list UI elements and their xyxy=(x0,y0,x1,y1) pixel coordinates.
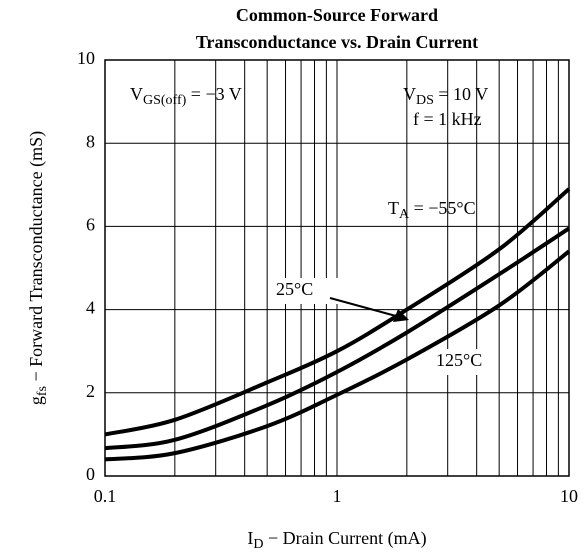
annotation: VGS(off) = −3 V xyxy=(130,84,242,108)
x-axis-label-rest: − Drain Current (mA) xyxy=(264,528,427,549)
chart-title: Transconductance vs. Drain Current xyxy=(196,32,478,52)
y-tick-label: 8 xyxy=(86,131,95,151)
annotation-rest: = −3 V xyxy=(186,84,241,104)
y-axis-label-rest: − Forward Transconductance (mS) xyxy=(26,131,47,386)
chart-title: Common-Source Forward xyxy=(236,5,438,25)
label-backing xyxy=(432,349,498,375)
x-tick-label: 0.1 xyxy=(94,486,117,506)
x-tick-label: 10 xyxy=(560,486,578,506)
annotation-rest: = 10 V xyxy=(434,84,488,104)
annotation-main: V xyxy=(130,84,143,104)
y-tick-label: 0 xyxy=(86,464,95,484)
series-label-sub: A xyxy=(399,207,410,222)
x-axis-label: ID − Drain Current (mA) xyxy=(247,528,426,552)
annotation: f = 1 kHz xyxy=(413,109,482,129)
series-label: TA = −55°C xyxy=(388,198,476,222)
curve xyxy=(104,249,571,462)
annotation-main: f = 1 kHz xyxy=(413,109,482,129)
annotation: VDS = 10 V xyxy=(403,84,488,108)
annotation-sub: DS xyxy=(416,93,434,108)
curve xyxy=(104,187,571,437)
y-axis-label-main: g xyxy=(26,396,46,405)
series-label: −55°C xyxy=(428,198,475,218)
arrow-line xyxy=(329,297,397,317)
series-label-main: T xyxy=(388,198,399,218)
series-label: 25°C xyxy=(276,279,313,299)
annotation-sub: GS(off) xyxy=(143,93,187,108)
y-tick-label: 2 xyxy=(86,381,95,401)
x-tick-label: 1 xyxy=(333,486,342,506)
series-label-rest: = xyxy=(409,198,428,218)
x-axis-label-main: I xyxy=(247,528,253,548)
plot-frame xyxy=(104,59,570,477)
label-backing xyxy=(272,278,338,304)
y-tick-label: 10 xyxy=(77,48,95,68)
y-tick-label: 6 xyxy=(86,215,95,235)
x-axis-label-sub: D xyxy=(253,537,263,552)
y-tick-label: 4 xyxy=(86,298,95,318)
y-axis-label-sub: fs xyxy=(35,386,50,396)
arrow-head xyxy=(393,309,409,322)
curve xyxy=(104,226,571,451)
annotation-main: V xyxy=(403,84,416,104)
y-axis-label: gfs − Forward Transconductance (mS) xyxy=(26,131,50,405)
series-label: 125°C xyxy=(436,350,482,370)
